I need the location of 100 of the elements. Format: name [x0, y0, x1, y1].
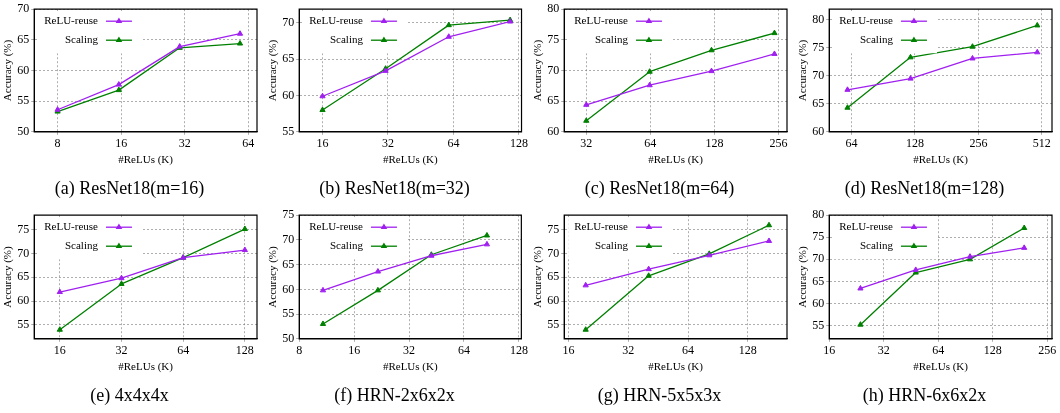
legend-label: ReLU-reuse — [839, 220, 894, 233]
x-axis-title: #ReLUs (K) — [648, 152, 704, 166]
y-axis-title: Accuracy (%) — [266, 245, 280, 308]
x-tick-label: 128 — [509, 136, 528, 151]
x-tick-label: 16 — [562, 343, 575, 358]
legend-label: ReLU-reuse — [309, 14, 364, 27]
y-tick-label: 60 — [282, 281, 295, 296]
x-tick-label: 128 — [983, 343, 1002, 358]
x-tick-label: 128 — [905, 136, 924, 151]
y-axis-title: Accuracy (%) — [531, 39, 545, 102]
x-tick-label: 256 — [969, 136, 988, 151]
x-tick-label: 128 — [705, 136, 724, 151]
x-tick-label: 32 — [381, 136, 394, 151]
y-tick-label: 55 — [17, 317, 30, 332]
y-tick-label: 50 — [17, 123, 30, 138]
y-tick-label: 55 — [282, 306, 295, 321]
y-tick-label: 75 — [547, 32, 560, 47]
legend-label: Scaling — [859, 239, 894, 252]
x-tick-label: 32 — [403, 343, 416, 358]
y-tick-label: 70 — [547, 245, 560, 260]
y-tick-label: 80 — [812, 207, 825, 222]
legend-label: Scaling — [329, 33, 364, 46]
y-tick-label: 70 — [17, 245, 30, 260]
y-tick-label: 70 — [282, 15, 295, 30]
y-tick-label: 65 — [547, 269, 560, 284]
y-tick-label: 75 — [812, 39, 825, 54]
x-tick-label: 64 — [242, 136, 255, 151]
x-tick-label: 16 — [823, 343, 836, 358]
legend-label: ReLU-reuse — [574, 220, 629, 233]
y-axis-title: Accuracy (%) — [1, 39, 15, 102]
x-axis-title: #ReLUs (K) — [382, 359, 438, 373]
x-tick-label: 64 — [177, 343, 190, 358]
y-tick-label: 55 — [17, 93, 30, 108]
text: (e) 4x4x4x — [90, 384, 169, 406]
x-axis-title: #ReLUs (K) — [913, 359, 969, 373]
x-tick-label: 32 — [622, 343, 635, 358]
y-tick-label: 70 — [17, 1, 30, 16]
x-tick-label: 64 — [457, 343, 470, 358]
y-tick-label: 65 — [812, 273, 825, 288]
y-tick-label: 65 — [282, 256, 295, 271]
legend-label: ReLU-reuse — [44, 220, 99, 233]
text: (f) HRN-2x6x2x — [334, 384, 455, 406]
y-tick-label: 65 — [812, 95, 825, 110]
y-tick-label: 55 — [812, 317, 825, 332]
x-tick-label: 128 — [235, 343, 254, 358]
legend-label: ReLU-reuse — [839, 14, 894, 27]
legend-label: Scaling — [64, 33, 99, 46]
legend-label: Scaling — [594, 33, 629, 46]
x-tick-label: 64 — [644, 136, 657, 151]
x-tick-label: 8 — [54, 136, 61, 151]
y-tick-label: 65 — [282, 51, 295, 66]
x-axis-title: #ReLUs (K) — [648, 359, 704, 373]
y-tick-label: 60 — [547, 123, 560, 138]
text: (g) HRN-5x5x3x — [597, 384, 722, 406]
y-tick-label: 55 — [547, 317, 560, 332]
y-tick-label: 80 — [812, 11, 825, 26]
x-tick-label: 32 — [877, 343, 890, 358]
y-tick-label: 80 — [547, 1, 560, 16]
y-tick-label: 70 — [547, 62, 560, 77]
x-tick-label: 16 — [348, 343, 361, 358]
legend-label: ReLU-reuse — [44, 14, 99, 27]
x-tick-label: 512 — [1032, 136, 1051, 151]
x-axis-title: #ReLUs (K) — [118, 152, 174, 166]
y-tick-label: 65 — [547, 93, 560, 108]
legend-label: Scaling — [594, 239, 629, 252]
x-tick-label: 64 — [845, 136, 858, 151]
x-axis-title: #ReLUs (K) — [913, 152, 969, 166]
y-tick-label: 70 — [812, 251, 825, 266]
legend-label: Scaling — [64, 239, 99, 252]
legend-label: Scaling — [329, 239, 364, 252]
y-tick-label: 55 — [282, 123, 295, 138]
y-tick-label: 60 — [812, 123, 825, 138]
y-axis-title: Accuracy (%) — [796, 39, 810, 102]
y-tick-label: 50 — [282, 330, 295, 345]
text: (a) ResNet18(m=16) — [54, 177, 205, 199]
y-tick-label: 65 — [17, 32, 30, 47]
y-tick-label: 65 — [17, 269, 30, 284]
y-tick-label: 70 — [812, 67, 825, 82]
x-tick-label: 8 — [296, 343, 303, 358]
y-tick-label: 60 — [547, 293, 560, 308]
y-tick-label: 75 — [282, 207, 295, 222]
x-tick-label: 64 — [682, 343, 695, 358]
x-tick-label: 64 — [932, 343, 945, 358]
legend-label: Scaling — [859, 33, 894, 46]
y-tick-label: 75 — [812, 229, 825, 244]
text: (d) ResNet18(m=128) — [844, 177, 1005, 199]
x-tick-label: 32 — [580, 136, 593, 151]
y-tick-label: 60 — [17, 62, 30, 77]
text: (h) HRN-6x6x2x — [862, 384, 987, 406]
y-tick-label: 60 — [812, 295, 825, 310]
y-axis-title: Accuracy (%) — [796, 245, 810, 308]
y-tick-label: 60 — [17, 293, 30, 308]
x-tick-label: 16 — [115, 136, 128, 151]
x-axis-title: #ReLUs (K) — [118, 359, 174, 373]
x-tick-label: 128 — [738, 343, 757, 358]
x-tick-label: 32 — [115, 343, 128, 358]
y-axis-title: Accuracy (%) — [1, 245, 15, 308]
y-tick-label: 70 — [282, 232, 295, 247]
text: (c) ResNet18(m=64) — [584, 177, 735, 199]
x-axis-title: #ReLUs (K) — [383, 152, 439, 166]
